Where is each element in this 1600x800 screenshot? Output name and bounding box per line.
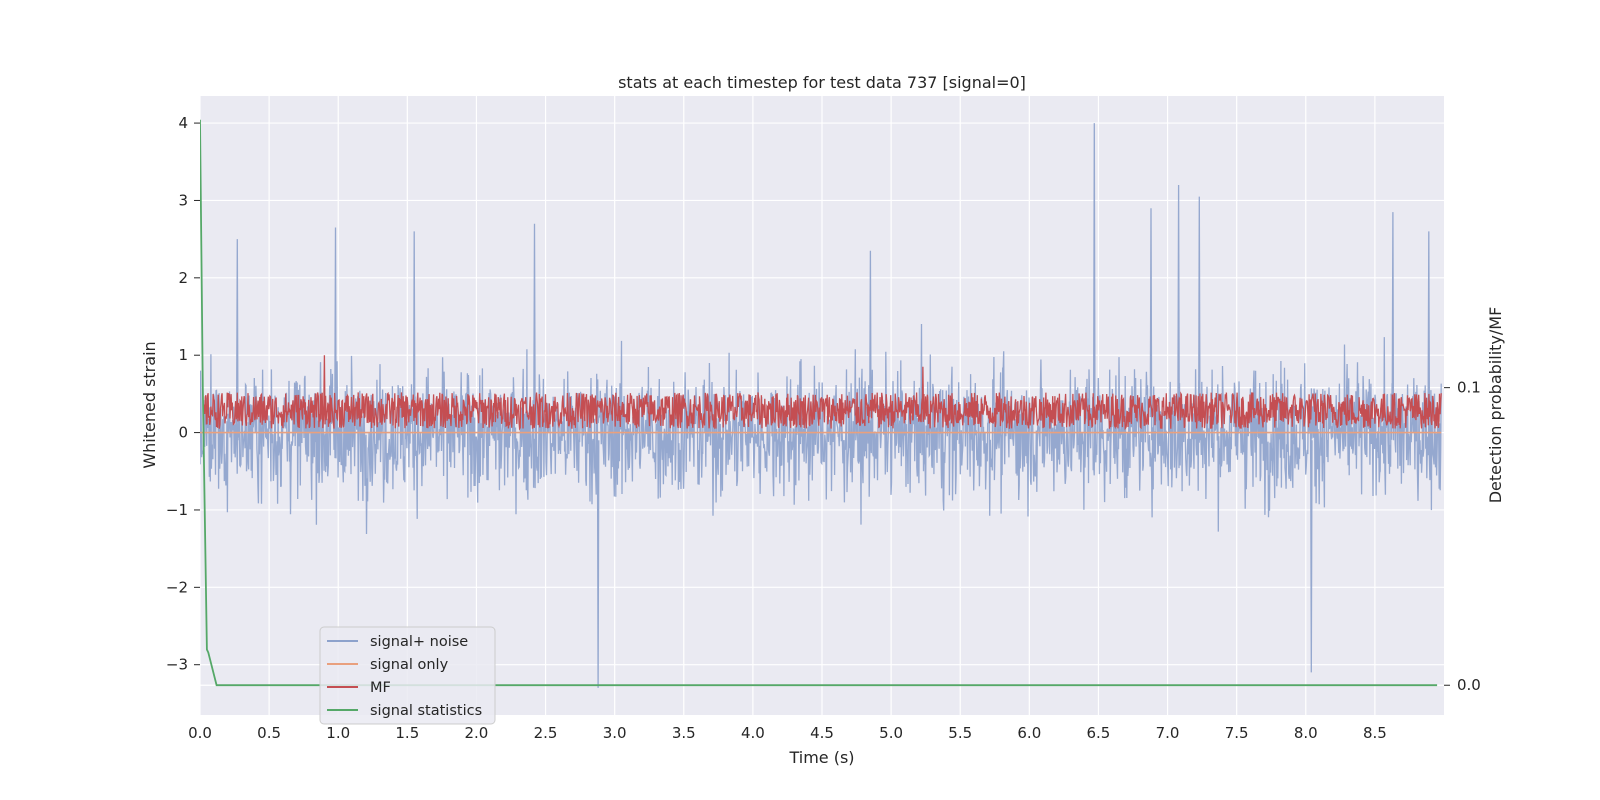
x-tick-label: 2.0: [465, 724, 489, 742]
y-tick-label: 3: [178, 191, 188, 209]
y-tick-label: −2: [166, 578, 188, 596]
y2-axis-ticks: 0.1 0.0: [1444, 379, 1481, 694]
series-mf: [203, 355, 1442, 431]
x-tick-label: 7.5: [1225, 724, 1249, 742]
x-axis-label: Time (s): [788, 748, 854, 767]
x-tick-label: 4.0: [741, 724, 765, 742]
legend-label-signal-only: signal only: [370, 657, 449, 673]
y-tick-label: 0: [178, 424, 188, 442]
legend: signal+ noise signal only MF signal stat…: [319, 626, 496, 725]
x-tick-label: 6.5: [1087, 724, 1111, 742]
x-tick-label: 5.5: [948, 724, 972, 742]
x-tick-label: 3.5: [672, 724, 696, 742]
y2-tick-label: 0.0: [1457, 676, 1481, 694]
y-tick-label: −3: [166, 656, 188, 674]
chart-title: stats at each timestep for test data 737…: [618, 73, 1026, 92]
x-tick-label: 5.0: [879, 724, 903, 742]
x-tick-label: 3.0: [603, 724, 627, 742]
x-tick-label: 4.5: [810, 724, 834, 742]
x-tick-label: 2.5: [534, 724, 558, 742]
y-axis-label: Whitened strain: [140, 341, 159, 468]
legend-label-mf: MF: [370, 680, 391, 696]
legend-box: [319, 626, 496, 725]
x-tick-label: 7.0: [1156, 724, 1180, 742]
x-tick-label: 8.0: [1294, 724, 1318, 742]
y-tick-label: 4: [178, 114, 188, 132]
y2-tick-label: 0.1: [1457, 379, 1481, 397]
x-tick-label: 6.0: [1017, 724, 1041, 742]
x-tick-label: 1.0: [326, 724, 350, 742]
x-tick-label: 8.5: [1363, 724, 1387, 742]
x-tick-label: 0.5: [257, 724, 281, 742]
legend-label-signal-statistics: signal statistics: [370, 703, 482, 719]
legend-label-signal-noise: signal+ noise: [370, 634, 468, 650]
x-axis-ticks: 0.0 0.5 1.0 1.5 2.0 2.5 3.0 3.5 4.0 4.5 5.0 5.5 6.0 6…: [188, 724, 1387, 742]
x-tick-label: 0.0: [188, 724, 212, 742]
y2-axis-label: Detection probability/MF: [1486, 307, 1505, 504]
y-tick-label: 1: [178, 346, 188, 364]
y-axis-ticks: 4 3 2 1 0 −1 −2 −3: [166, 114, 200, 674]
x-tick-label: 1.5: [395, 724, 419, 742]
y-tick-label: −1: [166, 501, 188, 519]
series-signal-noise: [200, 123, 1442, 688]
y-tick-label: 2: [178, 269, 188, 287]
